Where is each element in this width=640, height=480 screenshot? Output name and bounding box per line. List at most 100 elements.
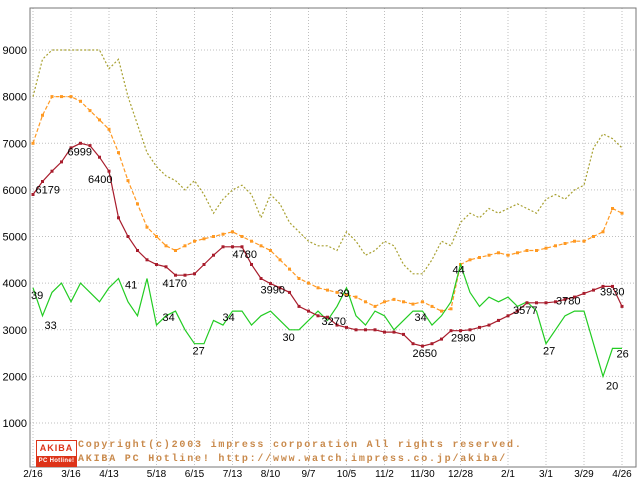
series-marker-avg-price bbox=[31, 141, 35, 145]
series-marker-min-price bbox=[31, 193, 35, 196]
x-tick-label: 2/16 bbox=[23, 469, 43, 480]
series-marker-avg-price bbox=[231, 230, 234, 234]
point-label: 39 bbox=[338, 288, 350, 300]
series-marker-min-price bbox=[544, 301, 548, 305]
series-marker-min-price bbox=[88, 144, 92, 148]
x-tick-label: 11/2 bbox=[375, 469, 394, 480]
series-marker-avg-price bbox=[497, 251, 500, 255]
series-marker-min-price bbox=[573, 295, 576, 299]
series-marker-avg-price bbox=[316, 286, 320, 290]
point-label: 39 bbox=[31, 290, 43, 302]
series-marker-min-price bbox=[297, 304, 301, 308]
x-tick-label: 9/7 bbox=[302, 469, 316, 480]
point-label: 3780 bbox=[556, 295, 580, 307]
point-label: 33 bbox=[45, 320, 57, 332]
series-marker-avg-price bbox=[554, 244, 557, 248]
series-marker-min-price bbox=[212, 253, 215, 257]
series-marker-avg-price bbox=[41, 113, 44, 117]
y-tick-label: 7000 bbox=[3, 138, 27, 150]
series-marker-min-price bbox=[126, 235, 130, 238]
point-label: 3990 bbox=[261, 285, 285, 297]
series-marker-min-price bbox=[288, 290, 291, 294]
series-marker-min-price bbox=[345, 325, 348, 329]
series-marker-min-price bbox=[516, 309, 519, 313]
series-marker-avg-price bbox=[288, 267, 291, 271]
akiba-logo: AKIBA PC Hotline! bbox=[36, 440, 77, 467]
series-max-price bbox=[32, 49, 623, 275]
series-marker-avg-price bbox=[345, 293, 348, 297]
series-marker-min-price bbox=[278, 286, 282, 290]
series-marker-avg-price bbox=[364, 300, 367, 304]
series-marker-min-price bbox=[221, 245, 225, 249]
series-marker-min-price bbox=[592, 288, 595, 292]
series-marker-min-price bbox=[402, 332, 405, 336]
series-marker-min-price bbox=[554, 300, 557, 304]
series-marker-avg-price bbox=[79, 99, 82, 103]
series-marker-avg-price bbox=[402, 300, 405, 304]
x-tick-label: 8/10 bbox=[261, 469, 281, 480]
series-marker-avg-price bbox=[88, 109, 92, 113]
series-marker-min-price bbox=[174, 273, 177, 277]
point-label: 6179 bbox=[36, 185, 60, 197]
y-tick-label: 3000 bbox=[3, 325, 27, 337]
series-marker-min-price bbox=[326, 315, 329, 319]
x-tick-label: 7/13 bbox=[223, 469, 243, 480]
x-tick-label: 3/16 bbox=[61, 469, 81, 480]
series-marker-avg-price bbox=[221, 232, 225, 236]
series-marker-min-price bbox=[269, 282, 272, 286]
point-label: 2650 bbox=[413, 348, 437, 360]
series-shop-count bbox=[32, 262, 622, 379]
y-tick-label: 9000 bbox=[3, 45, 27, 57]
series-marker-min-price bbox=[392, 330, 396, 334]
series-marker-avg-price bbox=[411, 302, 415, 306]
series-marker-min-price bbox=[155, 263, 158, 266]
point-label: 6400 bbox=[88, 174, 112, 186]
point-label: 41 bbox=[125, 280, 137, 292]
series-marker-avg-price bbox=[183, 244, 187, 248]
point-label: 26 bbox=[617, 348, 629, 360]
series-marker-avg-price bbox=[516, 251, 519, 255]
y-tick-label: 5000 bbox=[3, 232, 27, 244]
series-marker-avg-price bbox=[563, 242, 567, 245]
series-marker-min-price bbox=[383, 330, 386, 334]
akiba-logo-subtitle: PC Hotline! bbox=[37, 456, 76, 466]
series-marker-min-price bbox=[506, 314, 510, 318]
series-marker-avg-price bbox=[98, 118, 101, 122]
series-marker-min-price bbox=[478, 325, 481, 329]
copyright-text: Copyright(c)2003 impress corporation All… bbox=[78, 440, 523, 451]
x-tick-label: 3/1 bbox=[539, 469, 553, 480]
point-label: 3577 bbox=[513, 305, 537, 317]
point-label: 4170 bbox=[163, 278, 187, 290]
series-marker-avg-price bbox=[259, 244, 263, 248]
series-marker-avg-price bbox=[592, 235, 595, 238]
y-tick-label: 2000 bbox=[3, 371, 27, 383]
series-marker-avg-price bbox=[373, 304, 377, 308]
point-label: 44 bbox=[453, 265, 465, 277]
series-marker-min-price bbox=[535, 301, 538, 305]
series-marker-avg-price bbox=[136, 202, 139, 206]
point-label: 27 bbox=[543, 346, 555, 358]
series-marker-avg-price bbox=[440, 309, 443, 313]
series-marker-avg-price bbox=[525, 249, 529, 252]
series-avg-price bbox=[32, 95, 623, 312]
series-marker-min-price bbox=[136, 249, 139, 252]
series-marker-avg-price bbox=[326, 288, 329, 292]
series-marker-min-price bbox=[563, 297, 567, 301]
series-marker-avg-price bbox=[468, 258, 472, 262]
x-tick-label: 12/28 bbox=[448, 469, 473, 480]
series-marker-min-price bbox=[582, 291, 586, 295]
series-marker-avg-price bbox=[383, 300, 386, 304]
series-marker-avg-price bbox=[573, 239, 576, 243]
series-marker-min-price bbox=[60, 160, 63, 164]
series-marker-min-price bbox=[373, 328, 377, 332]
series-marker-min-price bbox=[459, 329, 462, 333]
x-tick-label: 5/18 bbox=[147, 469, 167, 480]
site-url-text: AKIBA PC Hotline! http://www.watch.impre… bbox=[78, 454, 508, 465]
point-label: 2980 bbox=[451, 333, 475, 345]
series-marker-avg-price bbox=[478, 256, 481, 259]
series-marker-avg-price bbox=[107, 127, 111, 131]
point-label: 4780 bbox=[233, 249, 257, 261]
point-label: 3270 bbox=[322, 316, 346, 328]
